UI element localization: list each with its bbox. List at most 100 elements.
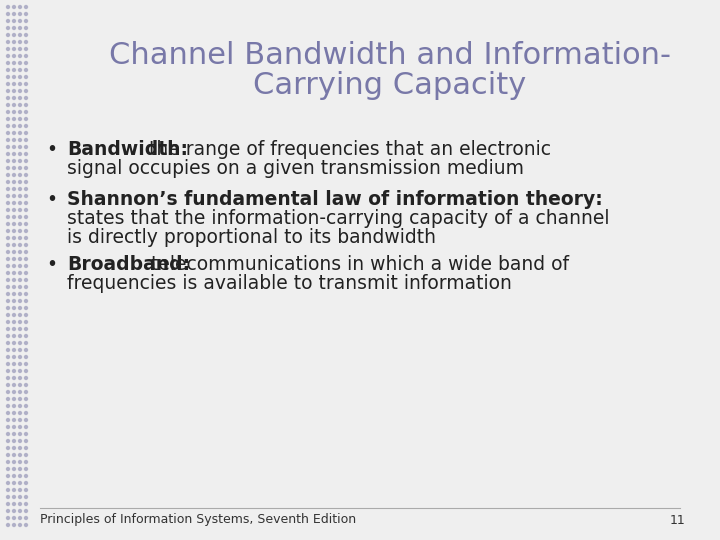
Circle shape xyxy=(24,215,27,219)
Circle shape xyxy=(6,418,9,422)
Circle shape xyxy=(19,426,22,429)
Circle shape xyxy=(24,334,27,338)
Circle shape xyxy=(19,230,22,233)
Circle shape xyxy=(12,83,16,85)
Circle shape xyxy=(12,208,16,212)
Circle shape xyxy=(12,187,16,191)
Circle shape xyxy=(12,33,16,37)
Circle shape xyxy=(24,341,27,345)
Circle shape xyxy=(12,397,16,401)
Circle shape xyxy=(6,40,9,44)
Circle shape xyxy=(24,397,27,401)
Circle shape xyxy=(6,180,9,184)
Circle shape xyxy=(24,362,27,366)
Circle shape xyxy=(6,516,9,519)
Circle shape xyxy=(12,433,16,435)
Circle shape xyxy=(24,111,27,113)
Circle shape xyxy=(12,55,16,57)
Circle shape xyxy=(24,69,27,71)
Circle shape xyxy=(6,279,9,281)
Circle shape xyxy=(6,321,9,323)
Circle shape xyxy=(12,355,16,359)
Circle shape xyxy=(19,208,22,212)
Circle shape xyxy=(24,40,27,44)
Circle shape xyxy=(6,104,9,106)
Circle shape xyxy=(19,19,22,23)
Circle shape xyxy=(6,411,9,415)
Circle shape xyxy=(12,19,16,23)
Circle shape xyxy=(12,314,16,316)
Circle shape xyxy=(19,341,22,345)
Circle shape xyxy=(24,118,27,120)
Circle shape xyxy=(19,334,22,338)
Circle shape xyxy=(12,40,16,44)
Circle shape xyxy=(19,55,22,57)
Circle shape xyxy=(19,159,22,163)
Circle shape xyxy=(6,230,9,233)
Circle shape xyxy=(24,55,27,57)
Circle shape xyxy=(12,272,16,274)
Circle shape xyxy=(12,300,16,302)
Circle shape xyxy=(12,152,16,156)
Circle shape xyxy=(12,496,16,498)
Circle shape xyxy=(6,12,9,16)
Circle shape xyxy=(24,404,27,408)
Circle shape xyxy=(24,83,27,85)
Circle shape xyxy=(6,461,9,463)
Circle shape xyxy=(6,19,9,23)
Circle shape xyxy=(6,489,9,491)
Circle shape xyxy=(12,454,16,456)
Circle shape xyxy=(24,258,27,260)
Circle shape xyxy=(19,237,22,240)
Text: Broadband:: Broadband: xyxy=(67,255,190,274)
Circle shape xyxy=(19,187,22,191)
Circle shape xyxy=(6,201,9,205)
Circle shape xyxy=(19,461,22,463)
Circle shape xyxy=(24,272,27,274)
Circle shape xyxy=(6,307,9,309)
Circle shape xyxy=(12,76,16,78)
Circle shape xyxy=(6,69,9,71)
Circle shape xyxy=(12,404,16,408)
Circle shape xyxy=(19,166,22,170)
Circle shape xyxy=(19,40,22,44)
Circle shape xyxy=(24,355,27,359)
Text: •: • xyxy=(46,190,58,209)
Circle shape xyxy=(19,496,22,498)
Circle shape xyxy=(24,482,27,484)
Circle shape xyxy=(19,138,22,141)
Circle shape xyxy=(24,265,27,267)
Circle shape xyxy=(19,510,22,512)
Text: telecommunications in which a wide band of: telecommunications in which a wide band … xyxy=(151,255,569,274)
Text: states that the information-carrying capacity of a channel: states that the information-carrying cap… xyxy=(67,209,610,228)
Circle shape xyxy=(6,62,9,64)
Circle shape xyxy=(19,125,22,127)
Circle shape xyxy=(12,523,16,526)
Circle shape xyxy=(6,440,9,442)
Circle shape xyxy=(24,321,27,323)
Circle shape xyxy=(6,258,9,260)
Circle shape xyxy=(19,118,22,120)
Circle shape xyxy=(19,314,22,316)
Circle shape xyxy=(19,348,22,352)
Circle shape xyxy=(6,447,9,449)
Circle shape xyxy=(12,48,16,51)
Circle shape xyxy=(12,90,16,92)
Text: •: • xyxy=(46,140,58,159)
Circle shape xyxy=(6,265,9,267)
Circle shape xyxy=(12,482,16,484)
Circle shape xyxy=(19,62,22,64)
Circle shape xyxy=(6,118,9,120)
Circle shape xyxy=(6,76,9,78)
Circle shape xyxy=(24,230,27,233)
Circle shape xyxy=(24,125,27,127)
Circle shape xyxy=(12,244,16,246)
Circle shape xyxy=(12,166,16,170)
Circle shape xyxy=(19,489,22,491)
Circle shape xyxy=(24,307,27,309)
Circle shape xyxy=(6,327,9,330)
Circle shape xyxy=(19,411,22,415)
Circle shape xyxy=(12,418,16,422)
Circle shape xyxy=(12,286,16,288)
Circle shape xyxy=(6,251,9,253)
